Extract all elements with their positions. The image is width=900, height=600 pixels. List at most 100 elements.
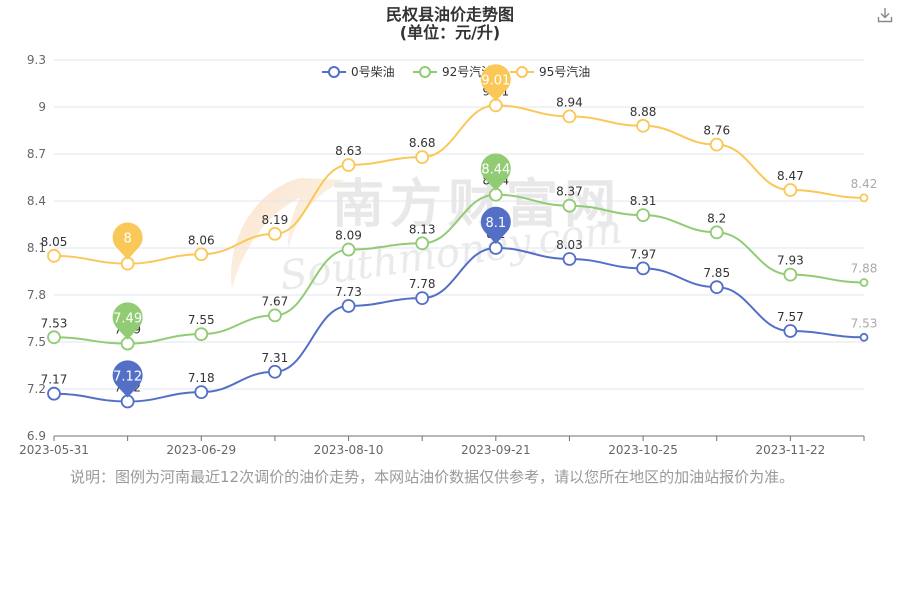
x-tick-label: 2023-11-22 bbox=[755, 443, 825, 457]
data-point[interactable] bbox=[415, 291, 430, 306]
chart-title: 民权县油价走势图 bbox=[386, 5, 514, 24]
data-point[interactable] bbox=[415, 236, 430, 251]
data-label: 7.78 bbox=[409, 277, 436, 291]
legend-item[interactable]: 0号柴油 bbox=[322, 65, 395, 79]
y-tick-label: 7.5 bbox=[27, 335, 46, 349]
x-tick-label: 2023-10-25 bbox=[608, 443, 678, 457]
data-label: 7.73 bbox=[335, 285, 362, 299]
x-tick-label: 2023-09-21 bbox=[461, 443, 531, 457]
chart-subtitle: (单位：元/升) bbox=[400, 23, 500, 42]
data-point[interactable] bbox=[859, 193, 869, 203]
pin-label: 8 bbox=[123, 232, 131, 247]
y-tick-label: 7.8 bbox=[27, 288, 46, 302]
data-point[interactable] bbox=[341, 299, 356, 313]
data-label: 8.09 bbox=[335, 229, 362, 243]
data-point[interactable] bbox=[562, 109, 577, 124]
legend-label: 95号汽油 bbox=[539, 64, 590, 79]
data-label: 8.94 bbox=[556, 95, 583, 109]
data-label: 8.13 bbox=[409, 222, 436, 236]
data-point[interactable] bbox=[636, 261, 650, 276]
data-label: 8.05 bbox=[41, 235, 68, 249]
data-point[interactable] bbox=[783, 183, 798, 197]
data-label: 8.37 bbox=[556, 185, 583, 199]
marker-pin-min: 7.12 bbox=[112, 360, 143, 398]
legend-symbol bbox=[419, 66, 431, 78]
grid bbox=[54, 59, 864, 437]
y-tick-label: 7.2 bbox=[27, 382, 46, 396]
data-label: 8.2 bbox=[707, 211, 726, 225]
data-point[interactable] bbox=[47, 330, 61, 345]
data-point[interactable] bbox=[709, 225, 724, 240]
data-point[interactable] bbox=[859, 278, 869, 287]
y-tick-label: 9.3 bbox=[27, 53, 46, 67]
pins: 7.12 8.1 7.49 8.44 8 9.01 bbox=[112, 64, 511, 398]
data-label: 7.18 bbox=[188, 371, 215, 385]
data-label: 7.31 bbox=[262, 351, 289, 365]
pin-shape bbox=[112, 302, 143, 340]
data-label: 8.03 bbox=[556, 238, 583, 252]
data-label: 8.42 bbox=[851, 177, 878, 191]
data-label: 8.76 bbox=[703, 124, 730, 138]
legend[interactable]: 0号柴油 92号汽油 95号汽油 bbox=[322, 64, 590, 79]
pin-shape bbox=[112, 360, 143, 398]
y-tick-label: 8.4 bbox=[27, 194, 46, 208]
marker-pin-max: 9.01 bbox=[480, 64, 511, 102]
axes: 6.9 7.2 7.5 7.8 8.1 8.4 8.7 9 9.3 2023-05-31 2023-… bbox=[19, 53, 865, 457]
pin-shape bbox=[480, 206, 511, 244]
data-point[interactable] bbox=[268, 308, 282, 323]
data-label: 7.93 bbox=[777, 254, 804, 268]
data-point[interactable] bbox=[562, 252, 577, 266]
data-point[interactable] bbox=[783, 324, 798, 338]
data-label: 8.19 bbox=[262, 213, 289, 227]
y-tick-label: 8.7 bbox=[27, 147, 46, 161]
data-label: 7.57 bbox=[777, 310, 804, 324]
data-point[interactable] bbox=[194, 327, 209, 342]
pin-label: 9.01 bbox=[481, 73, 510, 88]
series-0: 7.177.127.187.317.737.788.18.037.977.857… bbox=[41, 227, 878, 409]
data-label: 8.31 bbox=[630, 194, 657, 208]
data-point[interactable] bbox=[341, 242, 356, 257]
x-tick-label: 2023-06-29 bbox=[166, 443, 236, 457]
data-point[interactable] bbox=[194, 385, 209, 400]
y-tick-label: 6.9 bbox=[27, 429, 46, 443]
data-point[interactable] bbox=[47, 386, 61, 401]
marker-pin-max: 8.44 bbox=[480, 153, 511, 191]
data-point[interactable] bbox=[709, 280, 724, 295]
legend-item[interactable]: 95号汽油 bbox=[510, 64, 590, 79]
marker-pin-min: 7.49 bbox=[112, 302, 143, 340]
legend-symbol bbox=[328, 66, 340, 78]
data-label: 7.53 bbox=[41, 316, 68, 330]
data-label: 7.53 bbox=[851, 316, 878, 330]
data-point[interactable] bbox=[415, 150, 430, 165]
x-tick-label: 2023-08-10 bbox=[314, 443, 384, 457]
legend-item[interactable]: 92号汽油 bbox=[413, 64, 493, 79]
pin-shape bbox=[480, 64, 511, 102]
data-label: 8.68 bbox=[409, 136, 436, 150]
chart-note: 说明：图例为河南最近12次调价的油价走势，本网站油价数据仅供参考，请以您所在地区… bbox=[70, 468, 795, 486]
data-point[interactable] bbox=[562, 198, 577, 213]
data-label: 8.47 bbox=[777, 169, 804, 183]
pin-shape bbox=[480, 153, 511, 191]
data-label: 7.85 bbox=[703, 266, 730, 280]
marker-pin-min: 8 bbox=[112, 222, 143, 260]
marker-pin-max: 8.1 bbox=[480, 206, 511, 244]
data-point[interactable] bbox=[636, 118, 650, 133]
data-point[interactable] bbox=[341, 158, 356, 172]
watermark-logo-swoosh bbox=[230, 178, 345, 290]
pin-label: 8.44 bbox=[481, 163, 510, 178]
data-point[interactable] bbox=[636, 208, 650, 223]
data-point[interactable] bbox=[783, 267, 798, 282]
data-point[interactable] bbox=[47, 248, 61, 263]
data-point[interactable] bbox=[268, 364, 282, 379]
data-label: 8.63 bbox=[335, 144, 362, 158]
legend-symbol bbox=[516, 66, 528, 78]
download-icon[interactable] bbox=[876, 6, 894, 24]
pin-label: 7.49 bbox=[113, 312, 142, 327]
y-tick-label: 9 bbox=[38, 100, 46, 114]
data-point[interactable] bbox=[194, 247, 209, 262]
legend-label: 92号汽油 bbox=[442, 64, 493, 79]
data-point[interactable] bbox=[709, 137, 724, 152]
data-point[interactable] bbox=[268, 226, 282, 241]
data-point[interactable] bbox=[859, 332, 869, 342]
